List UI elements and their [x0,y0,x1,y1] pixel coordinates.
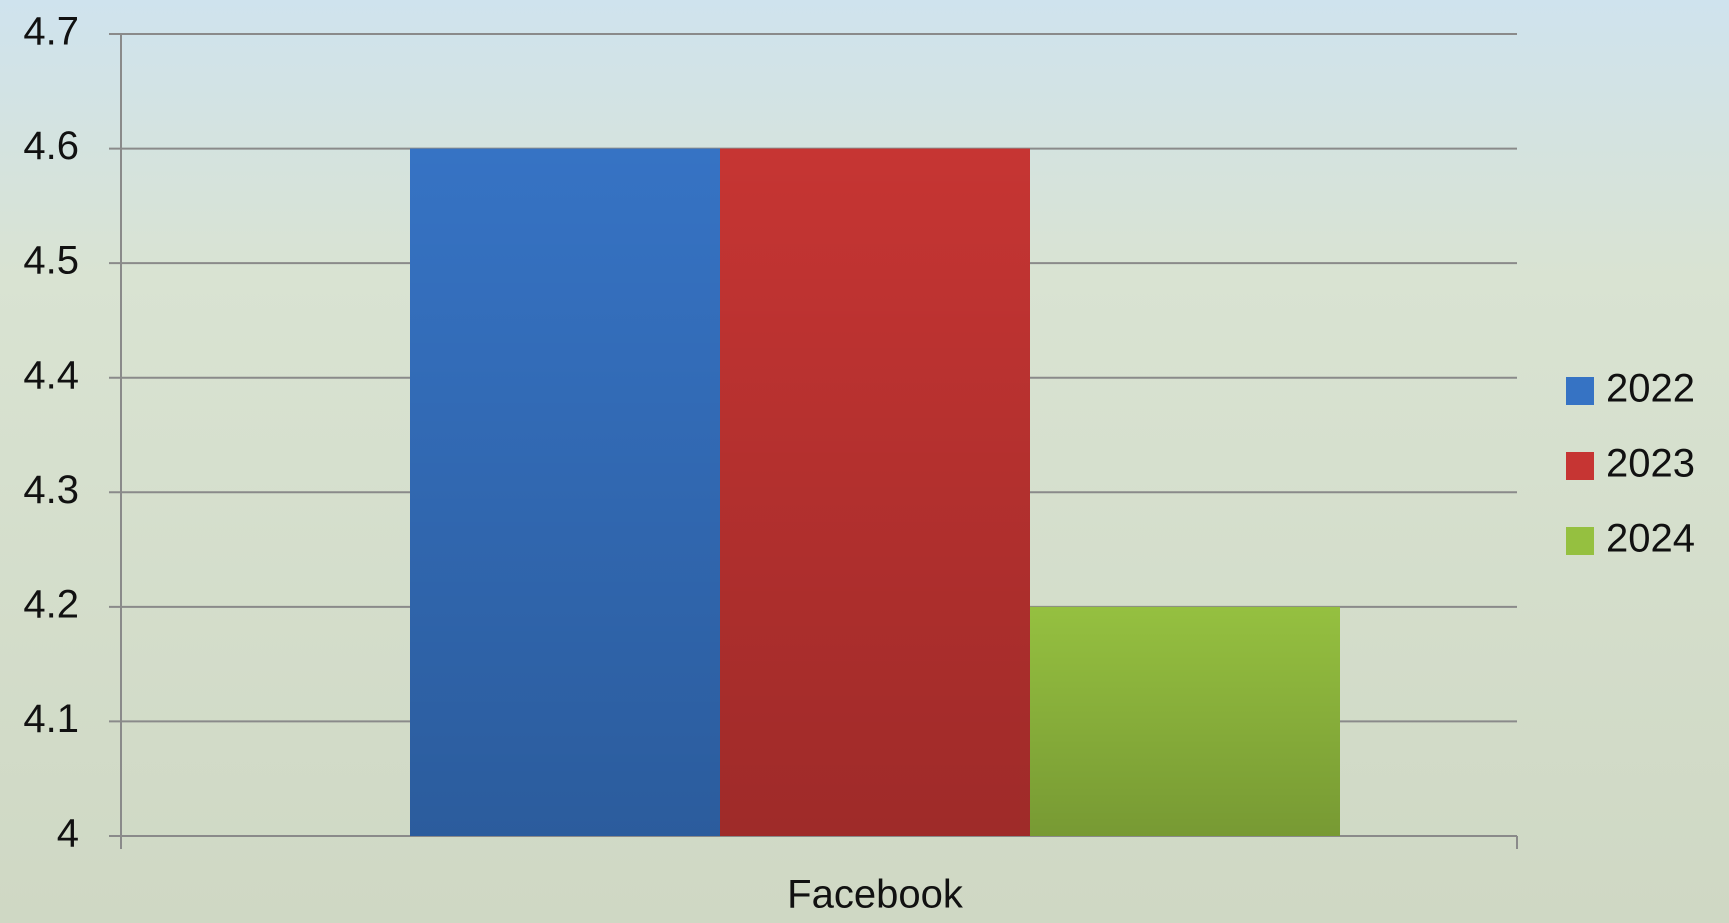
legend-label: 2022 [1606,367,1695,411]
bar-shade [410,148,720,837]
y-tick-label: 4.6 [23,124,79,168]
bar-shade [1030,606,1340,836]
y-tick-label: 4 [57,812,79,856]
y-tick-label: 4.3 [23,468,79,512]
x-tick-label: Facebook [787,873,964,917]
legend-swatch [1566,527,1594,555]
y-tick-label: 4.5 [23,239,79,283]
legend-swatch [1566,452,1594,480]
y-tick-label: 4.7 [23,10,79,54]
y-tick-label: 4.1 [23,697,79,741]
legend-swatch [1566,377,1594,405]
bar-shade [720,148,1030,837]
y-tick-label: 4.2 [23,582,79,626]
legend-label: 2023 [1606,442,1695,486]
y-tick-label: 4.4 [23,353,79,397]
legend-label: 2024 [1606,517,1695,561]
